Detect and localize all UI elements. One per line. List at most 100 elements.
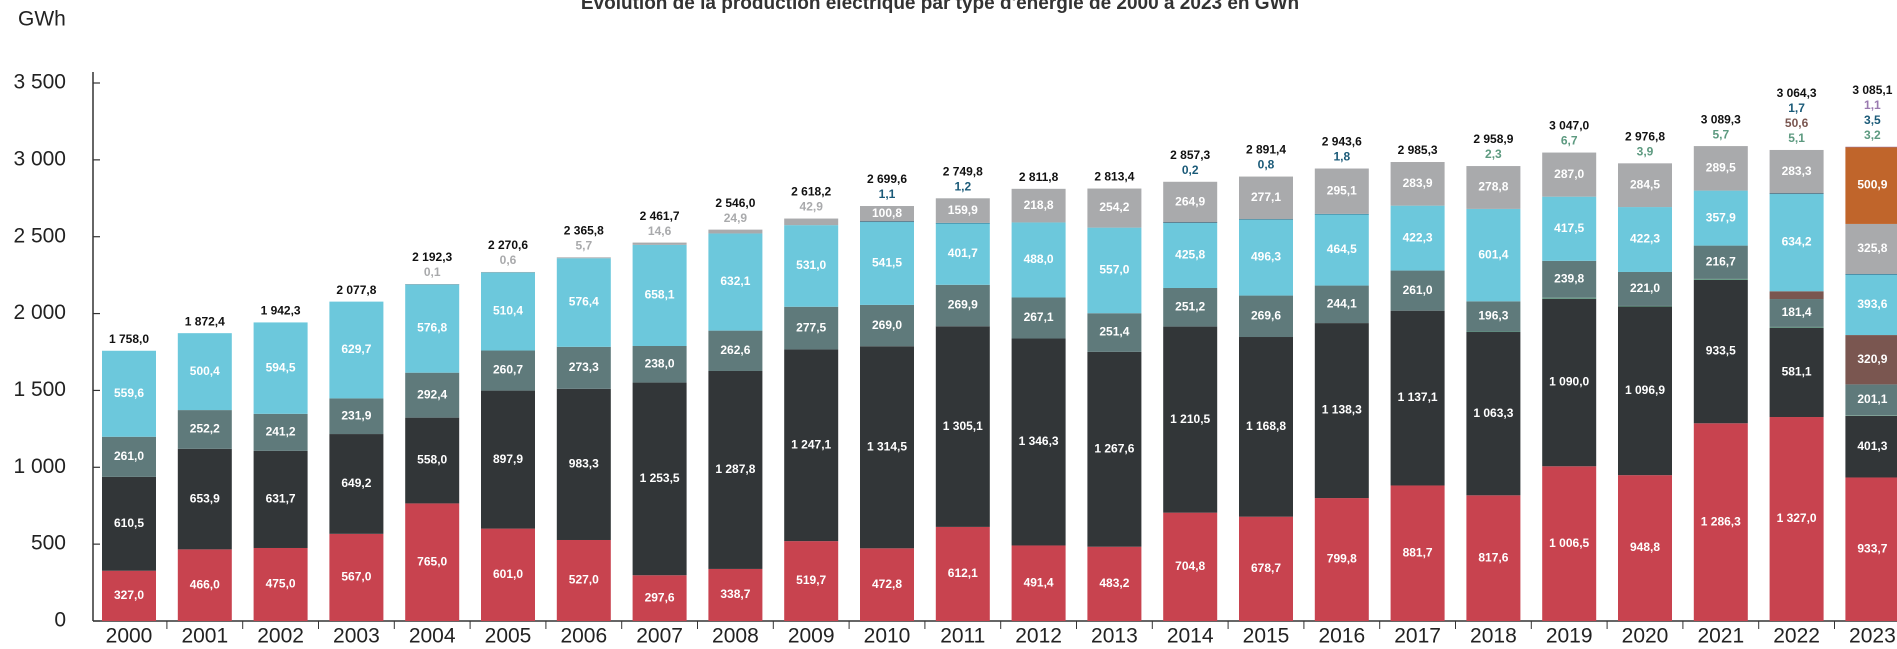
bar-segment <box>1466 332 1520 333</box>
chart: Évolution de la production électrique pa… <box>0 0 1897 649</box>
value-label: 201,1 <box>1857 392 1887 406</box>
value-label: 558,0 <box>417 453 447 467</box>
value-label: 0,1 <box>424 265 441 279</box>
value-label: 559,6 <box>114 386 144 400</box>
value-label: 933,5 <box>1706 344 1736 358</box>
value-label: 393,6 <box>1857 297 1887 311</box>
x-tick-label: 2020 <box>1622 625 1669 648</box>
x-tick-label: 2003 <box>333 625 380 648</box>
value-label: 283,3 <box>1782 164 1812 178</box>
value-label: 1 063,3 <box>1473 406 1513 420</box>
value-label: 510,4 <box>493 303 523 317</box>
value-label: 14,6 <box>648 224 672 238</box>
value-label: 1 096,9 <box>1625 383 1665 397</box>
value-label: 1 267,6 <box>1094 441 1134 455</box>
total-label: 2 077,8 <box>336 283 376 297</box>
value-label: 218,8 <box>1024 198 1054 212</box>
value-label: 1 168,8 <box>1246 419 1286 433</box>
value-label: 1 247,1 <box>791 437 831 451</box>
value-label: 1 305,1 <box>943 419 983 433</box>
total-label: 3 089,3 <box>1701 112 1741 126</box>
x-tick-label: 2023 <box>1849 625 1896 648</box>
x-tick-label: 2015 <box>1243 625 1290 648</box>
value-label: 881,7 <box>1403 545 1433 559</box>
value-label: 278,8 <box>1478 180 1508 194</box>
bar-segment <box>1542 298 1596 299</box>
value-label: 269,6 <box>1251 308 1281 322</box>
total-label: 3 085,1 <box>1852 83 1892 97</box>
x-tick-label: 2022 <box>1773 625 1820 648</box>
value-label: 401,7 <box>948 246 978 260</box>
bar-segment <box>1618 306 1672 307</box>
x-tick-label: 2013 <box>1091 625 1138 648</box>
y-tick-label: 1 500 <box>13 378 66 401</box>
x-tick-label: 2005 <box>485 625 532 648</box>
value-label: 464,5 <box>1327 242 1357 256</box>
value-label: 277,1 <box>1251 190 1281 204</box>
total-label: 2 891,4 <box>1246 143 1286 157</box>
value-label: 24,9 <box>724 211 748 225</box>
y-tick-label: 0 <box>54 609 66 632</box>
value-label: 277,5 <box>796 320 826 334</box>
total-label: 1 872,4 <box>185 314 225 328</box>
value-label: 496,3 <box>1251 250 1281 264</box>
value-label: 612,1 <box>948 566 978 580</box>
total-label: 2 811,8 <box>1019 170 1059 184</box>
value-label: 1,1 <box>879 187 896 201</box>
value-label: 594,5 <box>266 360 296 374</box>
value-label: 422,3 <box>1403 230 1433 244</box>
value-label: 0,8 <box>1258 158 1275 172</box>
x-tick-label: 2008 <box>712 625 759 648</box>
total-label: 2 749,8 <box>943 164 983 178</box>
value-label: 181,4 <box>1782 305 1812 319</box>
y-tick-label: 2 000 <box>13 301 66 324</box>
value-label: 983,3 <box>569 457 599 471</box>
value-label: 1 137,1 <box>1398 390 1438 404</box>
bar-segment <box>936 223 990 224</box>
value-label: 6,7 <box>1561 134 1578 148</box>
value-label: 1 006,5 <box>1549 536 1589 550</box>
bar-segment <box>1315 214 1369 215</box>
value-label: 491,4 <box>1024 575 1054 589</box>
value-label: 1 253,5 <box>640 471 680 485</box>
x-tick-label: 2007 <box>636 625 683 648</box>
total-label: 2 943,6 <box>1322 135 1362 149</box>
value-label: 472,8 <box>872 577 902 591</box>
value-label: 267,1 <box>1024 310 1054 324</box>
bar-segment <box>860 222 914 223</box>
value-label: 3,9 <box>1637 145 1654 159</box>
value-label: 531,0 <box>796 258 826 272</box>
total-label: 3 047,0 <box>1549 119 1589 133</box>
value-label: 292,4 <box>417 387 447 401</box>
total-label: 2 985,3 <box>1398 143 1438 157</box>
y-tick-label: 500 <box>31 532 66 555</box>
value-label: 2,3 <box>1485 147 1502 161</box>
value-label: 541,5 <box>872 255 902 269</box>
bar-segment <box>1770 327 1824 328</box>
value-label: 634,2 <box>1782 235 1812 249</box>
x-tick-label: 2001 <box>181 625 228 648</box>
value-label: 527,0 <box>569 573 599 587</box>
value-label: 238,0 <box>645 356 675 370</box>
value-label: 422,3 <box>1630 232 1660 246</box>
value-label: 466,0 <box>190 577 220 591</box>
value-label: 933,7 <box>1857 541 1887 555</box>
bar-segment <box>1163 222 1217 223</box>
x-tick-label: 2012 <box>1015 625 1062 648</box>
value-label: 251,4 <box>1099 325 1129 339</box>
bar-segment <box>1770 291 1824 299</box>
value-label: 678,7 <box>1251 561 1281 575</box>
value-label: 3,5 <box>1864 113 1881 127</box>
value-label: 557,0 <box>1099 263 1129 277</box>
value-label: 252,2 <box>190 422 220 436</box>
value-label: 196,3 <box>1478 309 1508 323</box>
value-label: 1,7 <box>1788 101 1805 115</box>
value-label: 327,0 <box>114 588 144 602</box>
value-label: 1 287,8 <box>715 462 755 476</box>
value-label: 897,9 <box>493 452 523 466</box>
value-label: 289,5 <box>1706 161 1736 175</box>
value-label: 239,8 <box>1554 271 1584 285</box>
y-axis-label: GWh <box>18 8 66 31</box>
value-label: 1 346,3 <box>1019 434 1059 448</box>
value-label: 273,3 <box>569 360 599 374</box>
